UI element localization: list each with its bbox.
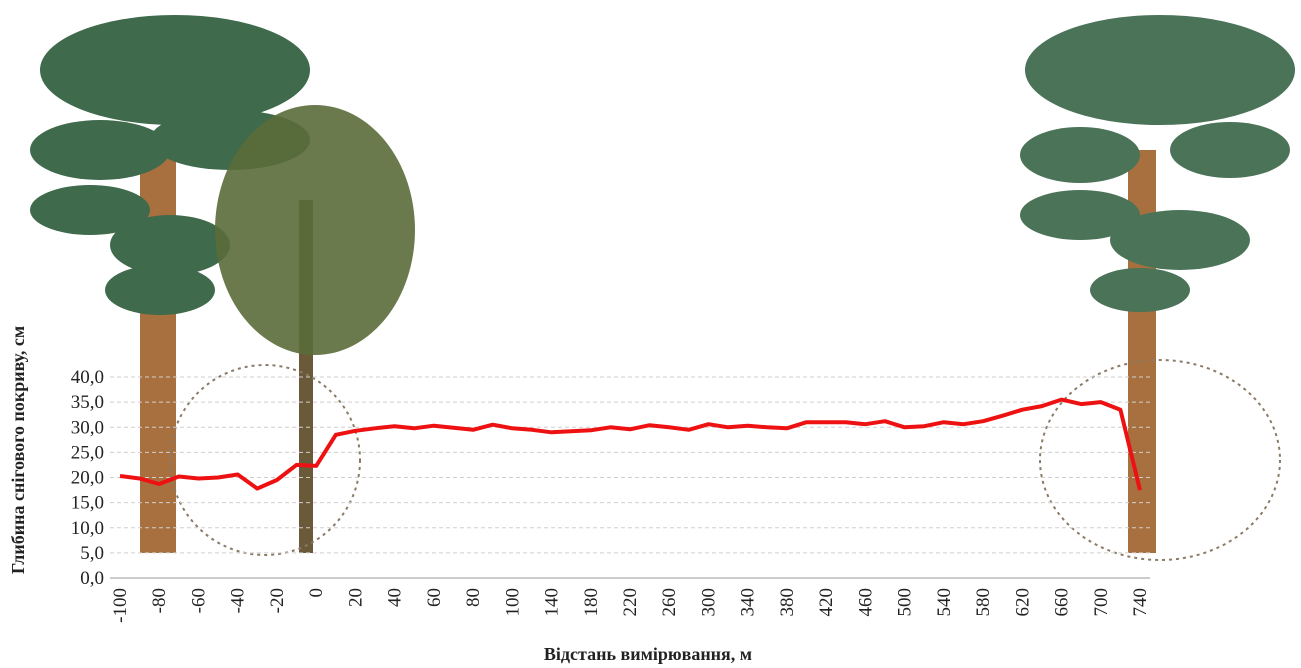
x-tick-label: 420 bbox=[816, 588, 837, 617]
bush bbox=[169, 364, 361, 556]
x-tick-label: -80 bbox=[149, 588, 170, 613]
y-axis-title: Глибина снігового покриву, см bbox=[8, 326, 28, 574]
y-tick-label: 35,0 bbox=[71, 392, 104, 413]
x-tick-label: 580 bbox=[973, 588, 994, 617]
pine-crown bbox=[1020, 15, 1295, 312]
x-tick-label: -20 bbox=[267, 588, 288, 613]
data-line bbox=[119, 397, 1142, 491]
y-tick-label: 15,0 bbox=[71, 493, 104, 514]
x-tick-label: 660 bbox=[1052, 588, 1073, 617]
x-tick-label: 700 bbox=[1091, 588, 1112, 617]
pine-crown bbox=[30, 15, 310, 315]
x-tick-label: 380 bbox=[777, 588, 798, 617]
y-tick-label: 25,0 bbox=[71, 442, 104, 463]
x-tick-label: 540 bbox=[934, 588, 955, 617]
bush bbox=[1039, 359, 1281, 561]
x-tick-label: 300 bbox=[698, 588, 719, 617]
x-tick-label: 80 bbox=[463, 588, 484, 607]
x-tick-label: 100 bbox=[502, 588, 523, 617]
tree-illustrations bbox=[30, 15, 1295, 561]
x-tick-label: 460 bbox=[855, 588, 876, 617]
x-tick-label: -60 bbox=[188, 588, 209, 613]
x-tick-label: 180 bbox=[581, 588, 602, 617]
x-tick-label: 620 bbox=[1012, 588, 1033, 617]
y-tick-label: 0,0 bbox=[80, 568, 104, 589]
x-tick-label: 500 bbox=[895, 588, 916, 617]
x-tick-label: 60 bbox=[424, 588, 445, 607]
x-tick-label: 20 bbox=[345, 588, 366, 607]
y-tick-label: 30,0 bbox=[71, 417, 104, 438]
x-tick-label: -100 bbox=[110, 588, 131, 623]
x-tick-label: 140 bbox=[542, 588, 563, 617]
y-tick-label: 20,0 bbox=[71, 468, 104, 489]
x-tick-label: 340 bbox=[738, 588, 759, 617]
x-tick-label: 260 bbox=[659, 588, 680, 617]
x-axis-title: Відстань вимірювання, м bbox=[544, 644, 752, 664]
x-tick-label: 220 bbox=[620, 588, 641, 617]
tree-crown bbox=[215, 105, 415, 355]
y-tick-label: 10,0 bbox=[71, 518, 104, 539]
x-tick-label: 40 bbox=[385, 588, 406, 607]
x-tick-label: 740 bbox=[1130, 588, 1151, 617]
x-tick-label: -40 bbox=[228, 588, 249, 613]
y-tick-label: 40,0 bbox=[71, 367, 104, 388]
x-tick-label: 0 bbox=[306, 588, 327, 598]
y-tick-label: 5,0 bbox=[80, 543, 104, 564]
